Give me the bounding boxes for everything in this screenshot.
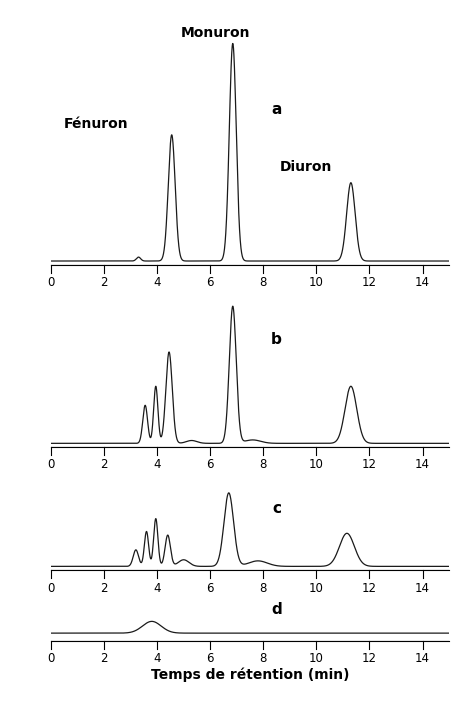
Text: 4: 4 [153, 276, 161, 289]
Text: 4: 4 [153, 459, 161, 471]
Text: 12: 12 [362, 459, 377, 471]
Text: 12: 12 [362, 652, 377, 666]
Text: 14: 14 [415, 652, 430, 666]
Text: 6: 6 [206, 459, 214, 471]
Text: 6: 6 [206, 652, 214, 666]
Text: 12: 12 [362, 276, 377, 289]
Text: 2: 2 [100, 582, 108, 595]
Text: 10: 10 [309, 652, 324, 666]
Text: 0: 0 [47, 582, 55, 595]
Text: b: b [271, 332, 282, 347]
Text: 2: 2 [100, 276, 108, 289]
Text: 14: 14 [415, 459, 430, 471]
Text: 6: 6 [206, 276, 214, 289]
Text: Temps de rétention (min): Temps de rétention (min) [151, 667, 349, 682]
Text: 2: 2 [100, 652, 108, 666]
Text: 12: 12 [362, 582, 377, 595]
Text: 10: 10 [309, 276, 324, 289]
Text: Fénuron: Fénuron [64, 117, 128, 131]
Text: 8: 8 [260, 459, 267, 471]
Text: d: d [271, 602, 282, 617]
Text: Monuron: Monuron [181, 26, 250, 40]
Text: 8: 8 [260, 652, 267, 666]
Text: c: c [272, 501, 281, 516]
Text: 0: 0 [47, 652, 55, 666]
Text: 4: 4 [153, 582, 161, 595]
Text: a: a [271, 102, 282, 117]
Text: 0: 0 [47, 459, 55, 471]
Text: 14: 14 [415, 276, 430, 289]
Text: 14: 14 [415, 582, 430, 595]
Text: 8: 8 [260, 582, 267, 595]
Text: 6: 6 [206, 582, 214, 595]
Text: 8: 8 [260, 276, 267, 289]
Text: 10: 10 [309, 459, 324, 471]
Text: Diuron: Diuron [280, 160, 332, 174]
Text: 0: 0 [47, 276, 55, 289]
Text: 2: 2 [100, 459, 108, 471]
Text: 10: 10 [309, 582, 324, 595]
Text: 4: 4 [153, 652, 161, 666]
